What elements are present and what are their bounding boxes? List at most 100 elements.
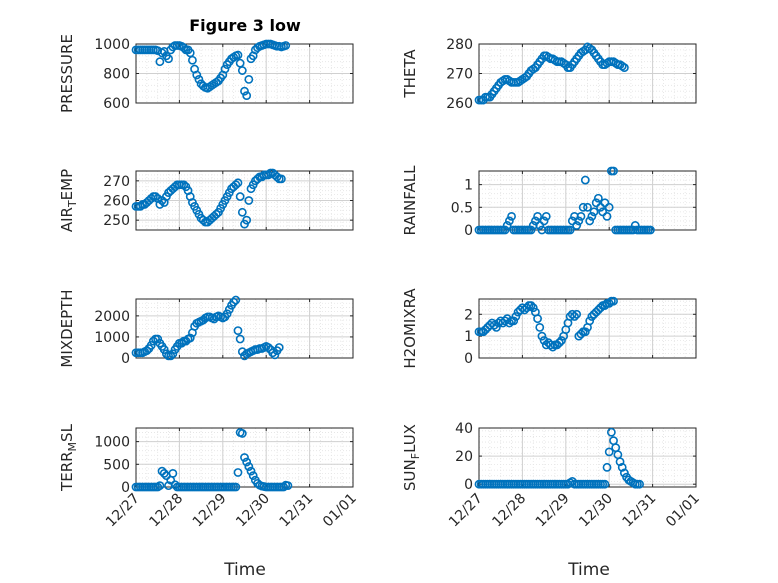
data-point xyxy=(270,350,280,360)
data-point xyxy=(237,207,247,217)
data-point xyxy=(244,196,254,205)
data-point xyxy=(177,338,186,348)
data-point xyxy=(602,462,612,472)
subplot-air-temp: 250 260 270 AIRTEMP xyxy=(58,168,354,232)
data-point xyxy=(222,309,232,319)
data-point xyxy=(246,466,256,476)
data-point xyxy=(619,468,629,478)
data-point xyxy=(596,202,605,212)
data-point xyxy=(572,309,582,319)
data-point xyxy=(279,482,288,492)
data-point xyxy=(179,43,189,53)
data-point xyxy=(593,193,603,203)
data-point xyxy=(155,57,165,67)
data-point xyxy=(535,323,545,332)
data-point xyxy=(548,342,558,352)
data-point xyxy=(478,327,488,337)
y-tick-label: 2 xyxy=(464,307,473,323)
y-axis-label: AIRTEMP xyxy=(58,169,79,232)
x-tick-label: 01/01 xyxy=(663,491,703,531)
y-tick-label: 270 xyxy=(103,174,130,190)
figure-title: Figure 3 low xyxy=(189,16,301,35)
data-point xyxy=(274,343,284,352)
data-point xyxy=(520,305,529,315)
data-point xyxy=(500,225,510,235)
data-point xyxy=(511,312,521,321)
y-tick-label: 600 xyxy=(103,96,130,112)
data-point xyxy=(526,225,536,235)
data-point xyxy=(502,221,512,230)
data-point xyxy=(240,453,249,462)
data-point xyxy=(504,318,514,328)
data-point xyxy=(153,334,163,344)
y-tick-label: 0 xyxy=(464,477,473,493)
y-tick-label: 260 xyxy=(446,96,473,112)
data-point xyxy=(598,207,608,217)
data-point xyxy=(552,340,562,350)
y-tick-label: 2000 xyxy=(94,309,130,325)
data-point xyxy=(220,64,230,74)
data-point xyxy=(609,166,618,176)
data-point xyxy=(504,216,514,226)
data-point xyxy=(533,314,542,324)
data-point xyxy=(240,86,249,96)
data-point xyxy=(155,481,165,491)
y-axis-label: RAINFALL xyxy=(401,165,419,236)
data-point xyxy=(233,50,243,60)
data-point xyxy=(146,340,156,350)
y-tick-label: 0.5 xyxy=(451,200,473,216)
y-tick-label: 40 xyxy=(455,421,473,437)
data-point xyxy=(587,211,597,221)
x-tick-label: 12/27 xyxy=(446,491,486,531)
data-point xyxy=(253,174,262,184)
data-point xyxy=(606,427,616,437)
data-point xyxy=(576,211,586,221)
y-axis-label: H2OMIXRA xyxy=(401,288,419,369)
data-point xyxy=(531,216,540,226)
data-point xyxy=(526,301,536,310)
y-tick-label: 500 xyxy=(103,457,130,473)
data-point xyxy=(591,307,601,317)
data-point xyxy=(168,468,178,478)
data-point xyxy=(489,320,499,330)
data-point xyxy=(578,202,588,212)
data-point xyxy=(541,211,551,221)
data-point xyxy=(609,296,618,306)
data-point xyxy=(585,216,595,226)
data-point xyxy=(168,349,178,359)
data-point xyxy=(231,295,241,305)
data-point xyxy=(528,303,538,313)
data-point xyxy=(589,309,599,319)
data-point xyxy=(507,211,516,221)
y-axis-label: TERRMSL xyxy=(58,423,79,492)
subplot-sun-flux: 12/27 12/28 12/29 12/30 12/31 01/01 0 20 40 SUNFL… xyxy=(401,421,703,530)
x-tick-label: 12/30 xyxy=(233,491,273,531)
y-tick-label: 0 xyxy=(464,351,473,367)
data-point xyxy=(231,482,241,492)
data-point xyxy=(135,201,145,211)
data-point xyxy=(600,301,610,310)
data-point xyxy=(554,338,564,348)
data-point xyxy=(585,316,595,326)
plot-area xyxy=(479,428,696,487)
data-point xyxy=(615,457,625,467)
subplot-theta: 260 270 280 THETA xyxy=(401,37,697,112)
data-point xyxy=(574,331,584,341)
y-tick-label: 250 xyxy=(103,213,130,229)
subplot-h2omixra: 0 1 2 H2OMIXRA xyxy=(401,288,697,369)
data-point xyxy=(263,343,273,352)
data-point xyxy=(539,216,549,226)
data-point xyxy=(580,327,590,337)
data-point xyxy=(157,466,167,476)
data-point xyxy=(179,180,189,190)
data-point xyxy=(237,429,247,438)
data-point xyxy=(491,323,501,332)
data-point xyxy=(164,54,173,64)
data-point xyxy=(539,336,549,345)
data-point xyxy=(272,172,282,182)
y-axis-label: THETA xyxy=(401,49,419,99)
data-point xyxy=(244,75,254,84)
data-point xyxy=(224,305,234,314)
data-point xyxy=(580,175,590,185)
